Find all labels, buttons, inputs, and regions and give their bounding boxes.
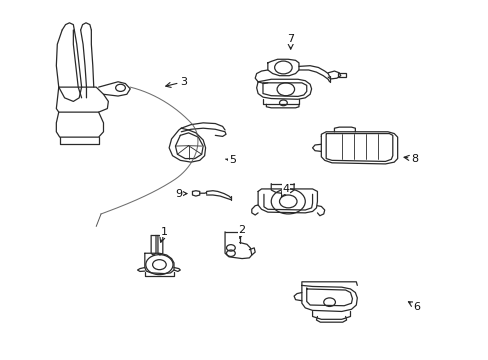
Text: 9: 9 [175, 189, 186, 199]
Text: 8: 8 [403, 154, 417, 163]
Text: 7: 7 [286, 34, 294, 49]
Text: 5: 5 [225, 156, 235, 165]
Text: 2: 2 [238, 225, 245, 238]
Text: 1: 1 [160, 227, 167, 242]
Text: 4: 4 [281, 184, 289, 197]
Text: 3: 3 [165, 77, 187, 87]
Text: 6: 6 [407, 302, 420, 312]
Bar [337, 73, 345, 77]
